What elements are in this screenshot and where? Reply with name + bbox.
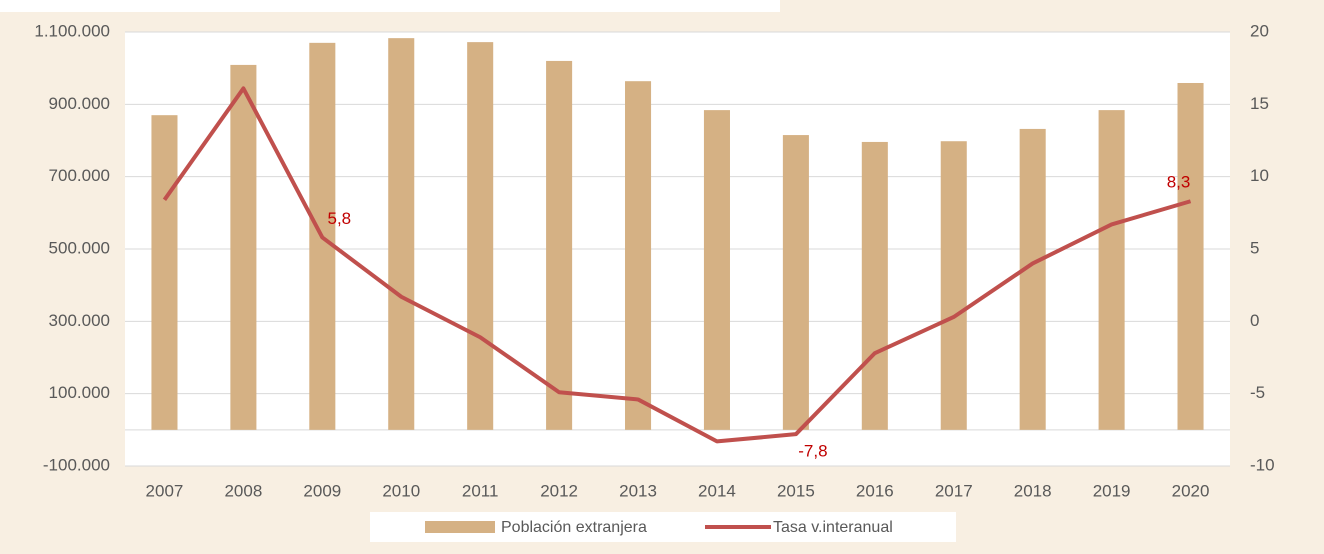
y-tick-label: -100.000 bbox=[43, 455, 110, 474]
x-tick-label: 2011 bbox=[462, 481, 499, 500]
x-tick-label: 2010 bbox=[382, 481, 420, 500]
x-tick-label: 2013 bbox=[619, 481, 657, 500]
bar bbox=[151, 115, 178, 430]
data-label: 8,3 bbox=[1167, 173, 1191, 192]
bar bbox=[1019, 128, 1046, 430]
x-tick-label: 2016 bbox=[856, 481, 894, 500]
bar bbox=[782, 135, 809, 430]
y2-tick-label: 15 bbox=[1250, 94, 1269, 113]
x-tick-label: 2007 bbox=[146, 481, 184, 500]
bar bbox=[467, 42, 494, 430]
legend-label: Tasa v.interanual bbox=[773, 519, 893, 536]
title-box bbox=[0, 0, 780, 12]
bar bbox=[1098, 110, 1125, 430]
legend-label: Población extranjera bbox=[501, 519, 647, 536]
bar bbox=[230, 64, 257, 430]
y-tick-label: 700.000 bbox=[49, 166, 110, 185]
y2-tick-label: 5 bbox=[1250, 238, 1259, 257]
y-tick-label: 900.000 bbox=[49, 94, 110, 113]
bar bbox=[546, 60, 573, 430]
x-tick-label: 2015 bbox=[777, 481, 815, 500]
x-tick-label: 2014 bbox=[698, 481, 736, 500]
y2-tick-label: -5 bbox=[1250, 383, 1265, 402]
y2-tick-label: 10 bbox=[1250, 166, 1269, 185]
x-tick-label: 2009 bbox=[303, 481, 341, 500]
x-tick-label: 2012 bbox=[540, 481, 578, 500]
line bbox=[162, 86, 1192, 444]
bar bbox=[861, 141, 888, 430]
y2-tick-label: 20 bbox=[1250, 21, 1269, 40]
x-tick-label: 2017 bbox=[935, 481, 973, 500]
y-tick-label: 1.100.000 bbox=[34, 21, 110, 40]
y-tick-label: 100.000 bbox=[49, 383, 110, 402]
bar bbox=[1177, 82, 1204, 430]
y2-tick-label: -10 bbox=[1250, 455, 1275, 474]
data-label: 5,8 bbox=[328, 209, 352, 228]
y-tick-label: 300.000 bbox=[49, 311, 110, 330]
legend-swatch bbox=[425, 521, 495, 533]
y2-tick-label: 0 bbox=[1250, 311, 1259, 330]
x-tick-label: 2008 bbox=[224, 481, 262, 500]
bar bbox=[940, 141, 967, 430]
x-tick-label: 2019 bbox=[1093, 481, 1131, 500]
x-tick-label: 2018 bbox=[1014, 481, 1052, 500]
data-label: -7,8 bbox=[798, 442, 827, 461]
bar bbox=[625, 81, 652, 430]
bar bbox=[388, 38, 415, 430]
x-tick-label: 2020 bbox=[1172, 481, 1210, 500]
bar bbox=[703, 110, 730, 430]
y-tick-label: 500.000 bbox=[49, 238, 110, 257]
